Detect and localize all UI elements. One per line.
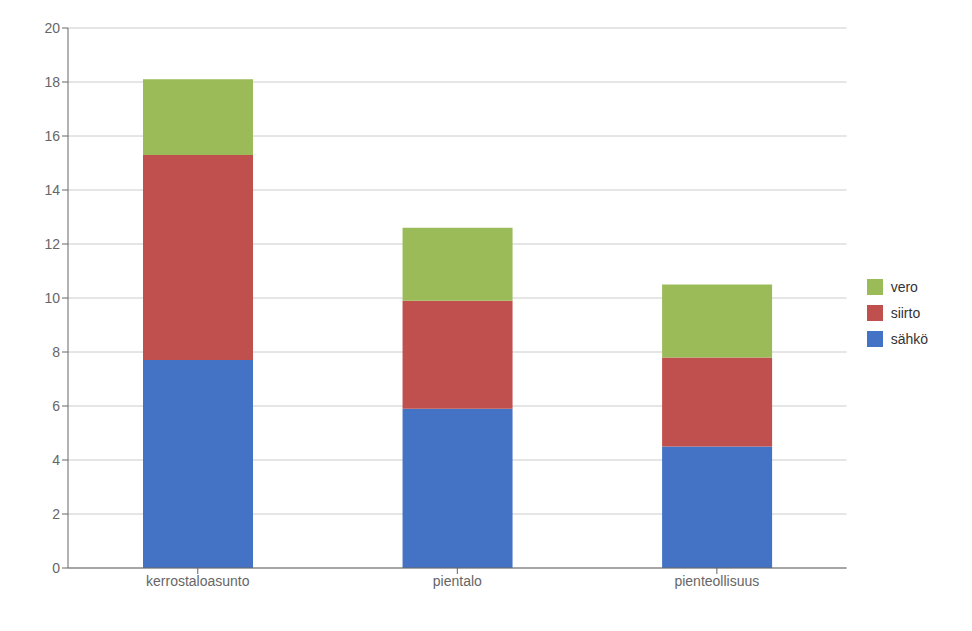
html-text:vero: vero <box>890 279 918 295</box>
svg-text:20: 20 <box>44 20 60 36</box>
svg-text:2: 2 <box>52 506 60 522</box>
svg-text:pientalo: pientalo <box>433 573 482 589</box>
svg-text:10: 10 <box>44 290 60 306</box>
svg-text:0: 0 <box>52 560 60 576</box>
svg-text:8: 8 <box>52 344 60 360</box>
html-text:siirto: siirto <box>890 305 921 321</box>
svg-text:pienteollisuus: pienteollisuus <box>674 573 759 589</box>
svg-text:16: 16 <box>44 128 60 144</box>
svg-text:4: 4 <box>52 452 60 468</box>
html-text:sähkö: sähkö <box>890 331 928 347</box>
svg-text:14: 14 <box>44 182 60 198</box>
svg-text:12: 12 <box>44 236 60 252</box>
svg-text:kerrostaloasunto: kerrostaloasunto <box>146 573 250 589</box>
svg-text:6: 6 <box>52 398 60 414</box>
svg-text:18: 18 <box>44 74 60 90</box>
